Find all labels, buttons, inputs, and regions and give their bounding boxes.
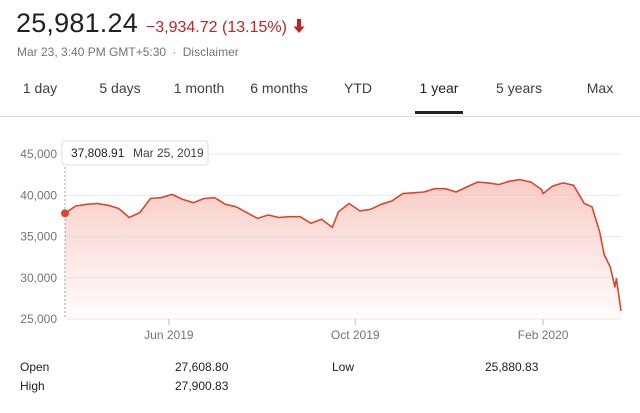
tab-5-days[interactable]: 5 days — [99, 80, 141, 96]
tab-max[interactable]: Max — [586, 80, 614, 96]
y-tick-label: 25,000 — [20, 312, 57, 326]
tab-5-years[interactable]: 5 years — [496, 80, 542, 96]
quote-timestamp: Mar 23, 3:40 PM GMT+5:30 — [17, 45, 167, 59]
tab-1-day[interactable]: 1 day — [22, 80, 58, 96]
y-tick-label: 40,000 — [20, 188, 57, 202]
open-label: Open — [20, 360, 50, 374]
range-tabs: 1 day 5 days 1 month 6 months YTD 1 year… — [0, 70, 640, 114]
x-tick-label: Jun 2019 — [144, 328, 194, 342]
hover-point — [61, 209, 69, 218]
meta-separator: · — [172, 45, 177, 59]
price-chart[interactable]: 45,000 40,000 35,000 30,000 25,000 Jun 2019 Oc… — [0, 117, 640, 351]
low-label: Low — [332, 360, 355, 374]
tooltip-date: Mar 25, 2019 — [133, 146, 204, 160]
price-line — [64, 178, 622, 312]
quote-header: 25,981.24 −3,934.72 (13.15%) — [16, 8, 305, 39]
tooltip-box — [61, 140, 209, 166]
price-area — [65, 179, 621, 319]
x-tick-label: Oct 2019 — [331, 328, 380, 342]
disclaimer-link[interactable]: Disclaimer — [182, 45, 239, 59]
open-value: 27,608.80 — [175, 360, 229, 374]
quote-meta: Mar 23, 3:40 PM GMT+5:30 · Disclaimer — [17, 45, 239, 59]
high-value: 27,900.83 — [175, 379, 229, 393]
tab-ytd[interactable]: YTD — [344, 80, 372, 96]
x-tick-label: Feb 2020 — [518, 328, 569, 342]
low-value: 25,880.83 — [485, 360, 539, 374]
y-tick-label: 45,000 — [20, 147, 57, 161]
arrow-down-icon — [293, 19, 305, 33]
high-label: High — [20, 379, 45, 393]
y-tick-label: 35,000 — [20, 230, 57, 244]
tabs-divider — [0, 116, 640, 117]
tab-1-month[interactable]: 1 month — [173, 80, 225, 96]
current-price: 25,981.24 — [16, 8, 138, 38]
tooltip-value: 37,808.91 — [71, 146, 125, 160]
price-change: −3,934.72 (13.15%) — [145, 19, 287, 36]
tab-6-months[interactable]: 6 months — [250, 80, 308, 96]
y-tick-label: 30,000 — [20, 271, 57, 285]
tab-1-year[interactable]: 1 year — [415, 70, 463, 114]
